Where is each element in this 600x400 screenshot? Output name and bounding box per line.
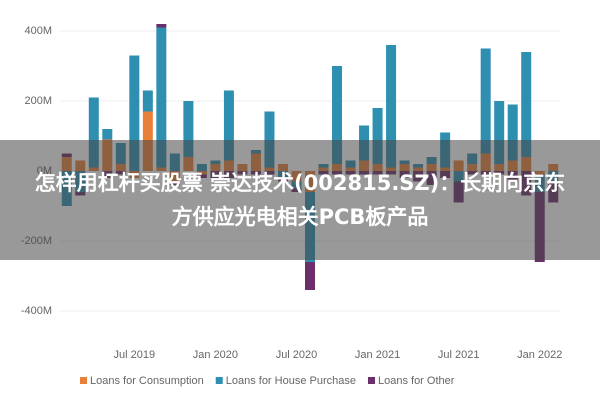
y-tick-label: -400M [21, 305, 52, 317]
bar [156, 24, 167, 28]
banner-title: 怎样用杠杆买股票 崇达技术(002815.SZ)：长期向京东方供应光电相关PCB… [34, 171, 566, 229]
x-tick-label: Jan 2021 [355, 349, 400, 361]
bar [142, 90, 153, 112]
bar [386, 45, 397, 168]
legend-marker [215, 377, 223, 384]
x-tick-label: Jul 2020 [276, 349, 318, 361]
legend-marker [80, 377, 87, 384]
bar [264, 111, 275, 168]
legend-marker [367, 377, 375, 384]
bar [494, 101, 505, 164]
x-tick-label: Jan 2022 [517, 349, 562, 361]
y-tick-label: 200M [24, 95, 52, 107]
x-tick-label: Jul 2021 [438, 349, 480, 361]
bar [129, 55, 140, 171]
y-tick-label: 400M [24, 25, 52, 37]
x-tick-label: Jan 2020 [193, 349, 238, 361]
bar [332, 66, 343, 164]
bar [223, 90, 234, 161]
bar [102, 129, 113, 140]
legend-label: Loans for Consumption [90, 375, 204, 387]
bar [480, 48, 491, 154]
banner: 怎样用杠杆买股票 崇达技术(002815.SZ)：长期向京东方供应光电相关PCB… [0, 140, 600, 260]
bar [372, 108, 383, 164]
bar [156, 27, 167, 168]
bar [521, 52, 532, 157]
x-tick-label: Jul 2019 [114, 349, 156, 361]
legend-label: Loans for House Purchase [226, 375, 356, 387]
bar [183, 101, 194, 157]
bar [305, 262, 315, 290]
bar [88, 97, 99, 168]
bar [507, 104, 518, 161]
legend-label: Loans for Other [378, 375, 455, 387]
